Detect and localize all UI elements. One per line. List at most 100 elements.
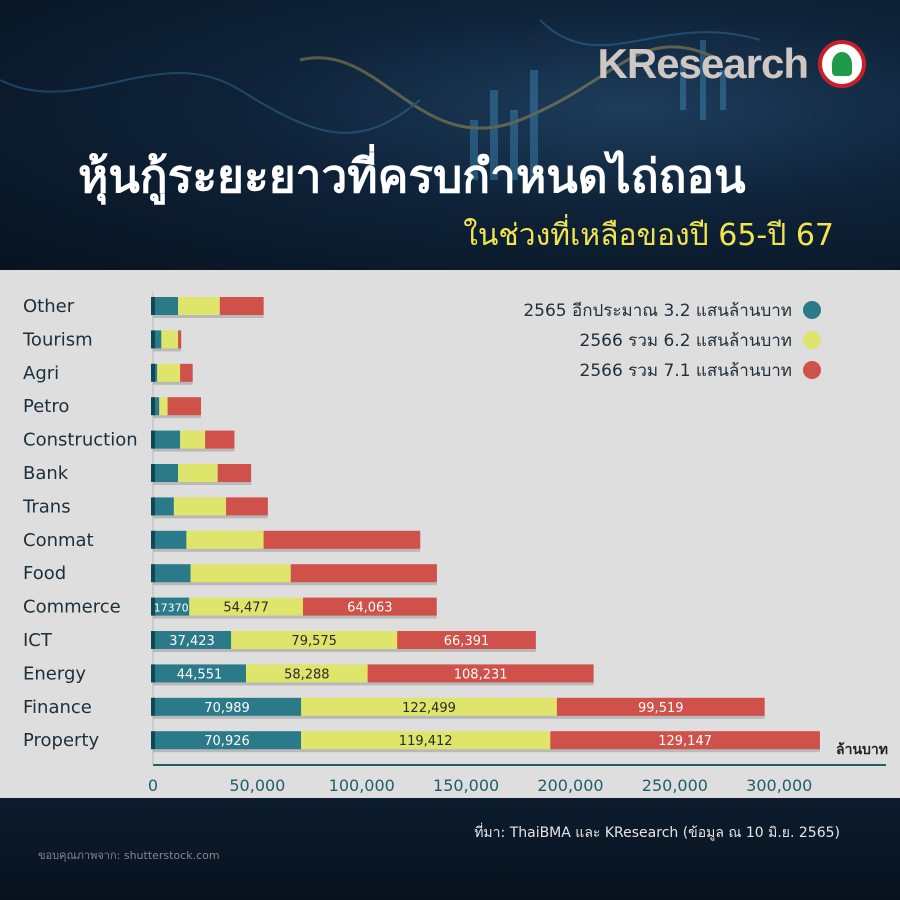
category-label: Other [23, 296, 75, 317]
bar-cap [151, 497, 155, 516]
bar-segment [263, 530, 421, 549]
bar-cap [151, 530, 155, 549]
bar-segment [161, 330, 179, 349]
bar-data-label: 64,063 [347, 601, 393, 616]
bar-segment [153, 330, 162, 349]
source-note: ที่มา: ThaiBMA และ KResearch (ข้อมูล ณ 1… [474, 825, 840, 841]
bar-segment [219, 297, 264, 315]
bar-data-label: 58,288 [284, 667, 330, 682]
legend-marker [803, 361, 821, 379]
bar-data-label: 70,989 [204, 701, 250, 716]
category-label: Food [23, 563, 66, 584]
x-tick-label: 250,000 [642, 776, 708, 795]
bar-segment [153, 731, 302, 750]
bar-segment [290, 564, 437, 583]
legend-label: 2566 รวม 7.1 แสนล้านบาท [580, 361, 792, 381]
bar-segment [153, 297, 179, 315]
category-label: Commerce [23, 597, 121, 618]
bar-segment [153, 564, 191, 583]
bar-segment [180, 363, 193, 382]
bar-segment [153, 497, 174, 516]
kresearch-logo-text: KResearch [597, 40, 809, 87]
bar-data-label: 129,147 [658, 734, 712, 749]
bar-segment [178, 330, 182, 349]
x-tick-label: 200,000 [537, 776, 603, 795]
bar-cap [151, 697, 155, 716]
bar-segment [231, 631, 398, 649]
category-label: Energy [23, 663, 86, 684]
bar-cap [151, 430, 155, 449]
bar-data-label: 99,519 [638, 701, 684, 716]
bar-segment [190, 564, 291, 583]
bar-cap [151, 731, 155, 750]
bar-segment [550, 731, 820, 750]
bar-data-label: 122,499 [402, 701, 456, 716]
bar-cap [151, 363, 155, 382]
bar-segment [397, 631, 536, 649]
bar-segment [186, 530, 264, 549]
page-title: หุ้นกู้ระยะยาวที่ครบกำหนดไถ่ถอน [78, 149, 746, 203]
x-tick-label: 300,000 [746, 776, 812, 795]
bar-data-label: 17370 [154, 602, 189, 615]
category-label: Petro [23, 396, 69, 417]
bar-cap [151, 397, 155, 416]
category-label: Bank [23, 463, 69, 484]
bar-segment [153, 664, 247, 683]
bar-data-label: 108,231 [454, 667, 508, 682]
category-label: ICT [23, 630, 53, 651]
x-axis-unit-label: ล้านบาท [836, 742, 888, 758]
bar-segment [153, 530, 187, 549]
x-tick-label: 150,000 [433, 776, 499, 795]
bar-data-label: 119,412 [399, 734, 453, 749]
bar-segment [153, 464, 179, 482]
bar-cap [151, 564, 155, 583]
bar-data-label: 54,477 [223, 601, 269, 616]
legend-marker [803, 301, 821, 319]
category-label: Finance [23, 697, 92, 718]
bar-segment [556, 697, 765, 716]
bar-segment [301, 697, 557, 716]
bar-cap [151, 631, 155, 649]
stock-chart-background-graphic [0, 19, 761, 180]
bar-segment [157, 363, 181, 382]
category-label: Trans [22, 496, 71, 517]
bar-cap [151, 330, 155, 349]
image-credit: ขอบคุณภาพจาก: shutterstock.com [38, 849, 220, 862]
bar-segment [153, 697, 302, 716]
bar-segment [178, 464, 218, 482]
category-label: Tourism [22, 329, 93, 350]
footer-background [0, 798, 900, 900]
x-tick-label: 50,000 [229, 776, 285, 795]
bar-data-label: 70,926 [204, 734, 250, 749]
category-label: Conmat [23, 530, 94, 551]
legend-marker [803, 331, 821, 349]
bar-segment [167, 397, 202, 416]
bar-segment [205, 430, 235, 449]
bar-data-label: 79,575 [291, 634, 337, 649]
bar-segment [189, 597, 303, 616]
bar-data-label: 37,423 [169, 634, 215, 649]
category-label: Construction [23, 430, 138, 451]
stacked-bar-chart: 0 50,000 100,000 150,000 200,000 250,000 300,0… [22, 292, 888, 795]
legend-label: 2565 อีกประมาณ 3.2 แสนล้านบาท [523, 301, 792, 321]
bar-cap [151, 464, 155, 482]
chart-panel: 0 50,000 100,000 150,000 200,000 250,000 300,0… [0, 270, 900, 798]
bar-segment [178, 297, 220, 315]
bar-data-label: 66,391 [444, 634, 490, 649]
bar-segment [153, 363, 158, 382]
kasikorn-leaf-icon [818, 40, 866, 88]
x-tick-label: 0 [148, 776, 158, 795]
category-label: Property [23, 730, 100, 751]
bar-segment [302, 597, 437, 616]
legend-label: 2566 รวม 6.2 แสนล้านบาท [580, 331, 792, 351]
bar-segment [246, 664, 368, 683]
bar-segment [367, 664, 594, 683]
category-label: Agri [23, 363, 59, 384]
bar-segment [173, 497, 227, 516]
bar-segment [153, 430, 181, 449]
bar-data-label: 44,551 [177, 667, 223, 682]
bar-cap [151, 597, 155, 616]
x-tick-label: 100,000 [329, 776, 395, 795]
page-subtitle: ในช่วงที่เหลือของปี 65-ปี 67 [463, 218, 834, 253]
bar-segment [153, 631, 232, 649]
